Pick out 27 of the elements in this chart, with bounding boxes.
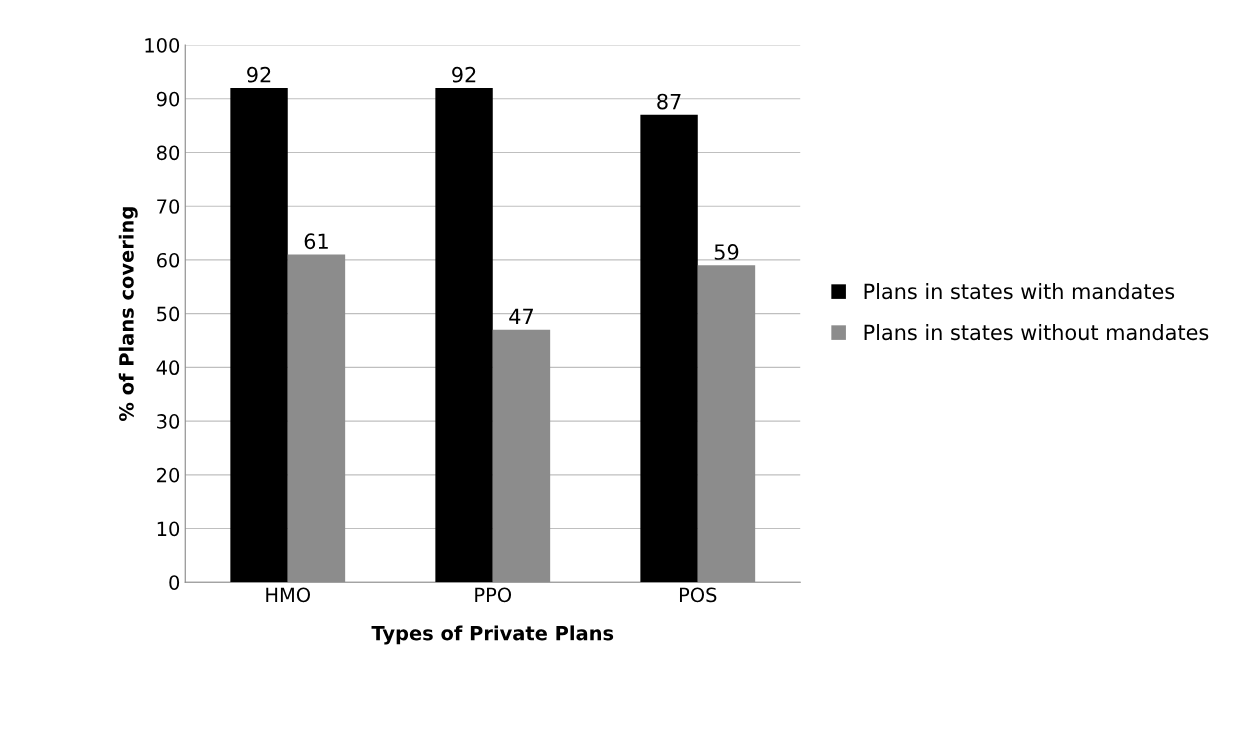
data-label: 92: [247, 66, 271, 83]
y-tick-label: 60: [157, 252, 180, 268]
y-tick-label: 0: [169, 575, 180, 590]
y-tick-label: 100: [145, 37, 180, 53]
data-label: 87: [657, 93, 681, 110]
y-tick-label: 80: [156, 145, 180, 161]
bar: [640, 114, 698, 583]
y-axis-title: % of Plans covering: [118, 207, 138, 421]
data-label: 59: [714, 244, 739, 260]
y-tick-label: 20: [157, 467, 180, 483]
data-label: 47: [509, 308, 533, 325]
y-tick-label: 30: [157, 414, 180, 429]
y-tick-label: 40: [156, 360, 180, 376]
legend-label: Plans in states without mandates: [864, 324, 1209, 341]
x-axis-title: Types of Private Plans: [371, 625, 614, 645]
y-tick-label: 50: [157, 306, 180, 322]
y-tick-label: 10: [157, 521, 180, 537]
bar: [230, 88, 288, 583]
y-tick-label: 90: [156, 91, 180, 107]
x-tick-label: PPO: [475, 587, 512, 603]
data-label: 92: [452, 66, 476, 83]
legend-label: Plans in states with mandates: [864, 283, 1175, 300]
x-tick-label: POS: [680, 587, 717, 603]
data-label: 61: [304, 233, 328, 250]
y-tick-label: 70: [157, 199, 180, 214]
bar: [435, 88, 493, 583]
x-tick-label: HMO: [266, 587, 311, 603]
